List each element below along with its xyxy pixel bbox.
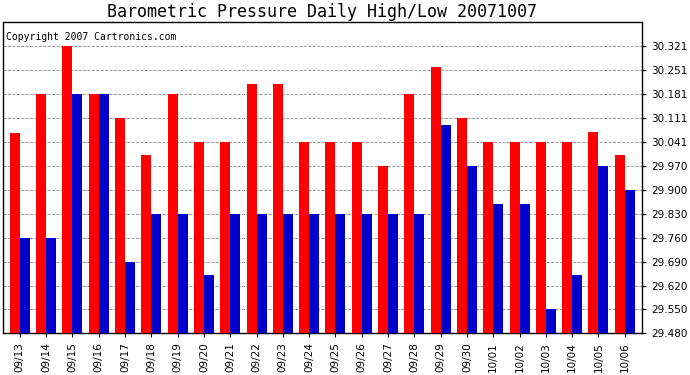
Bar [441,125,451,333]
Bar [589,132,598,333]
Bar [404,94,414,333]
Bar [546,309,556,333]
Bar [99,94,109,333]
Bar [72,94,83,333]
Bar [257,214,266,333]
Bar [141,156,151,333]
Bar [194,142,204,333]
Bar [362,214,372,333]
Bar [493,204,503,333]
Bar [20,238,30,333]
Bar [388,214,398,333]
Bar [562,142,572,333]
Bar [483,142,493,333]
Bar [177,214,188,333]
Bar [246,84,257,333]
Bar [572,275,582,333]
Bar [125,262,135,333]
Bar [230,214,240,333]
Bar [598,166,609,333]
Bar [46,238,56,333]
Bar [615,156,624,333]
Bar [204,275,214,333]
Bar [414,214,424,333]
Bar [115,118,125,333]
Bar [220,142,230,333]
Bar [536,142,546,333]
Bar [352,142,362,333]
Bar [309,214,319,333]
Bar [89,94,99,333]
Title: Barometric Pressure Daily High/Low 20071007: Barometric Pressure Daily High/Low 20071… [108,3,538,21]
Bar [509,142,520,333]
Bar [335,214,346,333]
Bar [624,190,635,333]
Bar [457,118,467,333]
Bar [326,142,335,333]
Bar [36,94,46,333]
Bar [378,166,388,333]
Bar [467,166,477,333]
Bar [168,94,177,333]
Bar [299,142,309,333]
Text: Copyright 2007 Cartronics.com: Copyright 2007 Cartronics.com [6,32,177,42]
Bar [283,214,293,333]
Bar [520,204,529,333]
Bar [10,133,20,333]
Bar [273,84,283,333]
Bar [63,46,72,333]
Bar [431,67,441,333]
Bar [151,214,161,333]
